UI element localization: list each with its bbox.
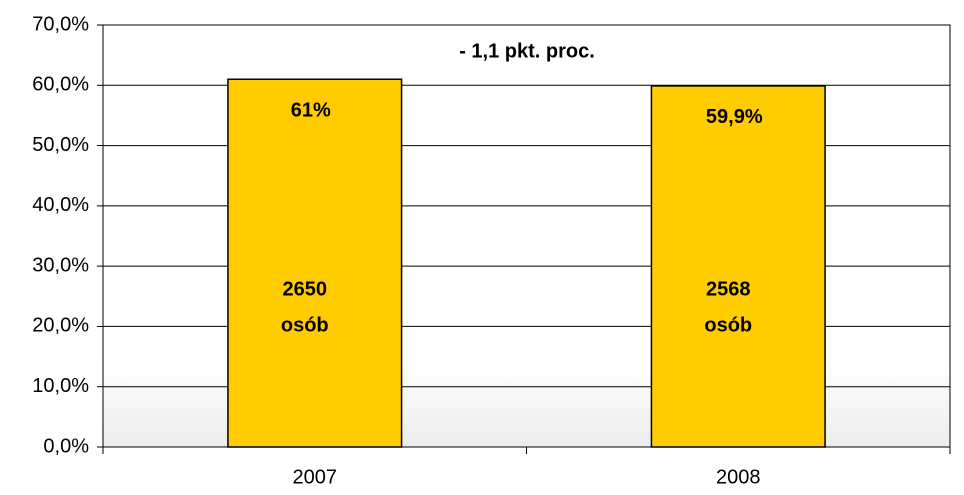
value-label: 59,9% <box>706 106 763 128</box>
bar <box>227 78 403 448</box>
y-tick-label: 60,0% <box>32 74 89 96</box>
y-tick-label: 50,0% <box>32 134 89 156</box>
y-tick-label: 20,0% <box>32 315 89 337</box>
bar-note: osób <box>281 314 329 336</box>
value-label: 61% <box>291 100 331 122</box>
bar-note: 2650 <box>283 278 328 300</box>
x-tick-label: 2007 <box>293 466 338 488</box>
bar-note: 2568 <box>706 278 751 300</box>
x-tick-label: 2008 <box>716 466 761 488</box>
y-tick-label: 40,0% <box>32 194 89 216</box>
annotation: - 1,1 pkt. proc. <box>459 40 595 62</box>
bar <box>650 85 826 448</box>
y-tick-label: 10,0% <box>32 375 89 397</box>
y-tick-label: 30,0% <box>32 254 89 276</box>
y-tick-label: 0,0% <box>43 435 89 457</box>
bar-note: osób <box>704 314 752 336</box>
y-tick-label: 70,0% <box>32 13 89 35</box>
